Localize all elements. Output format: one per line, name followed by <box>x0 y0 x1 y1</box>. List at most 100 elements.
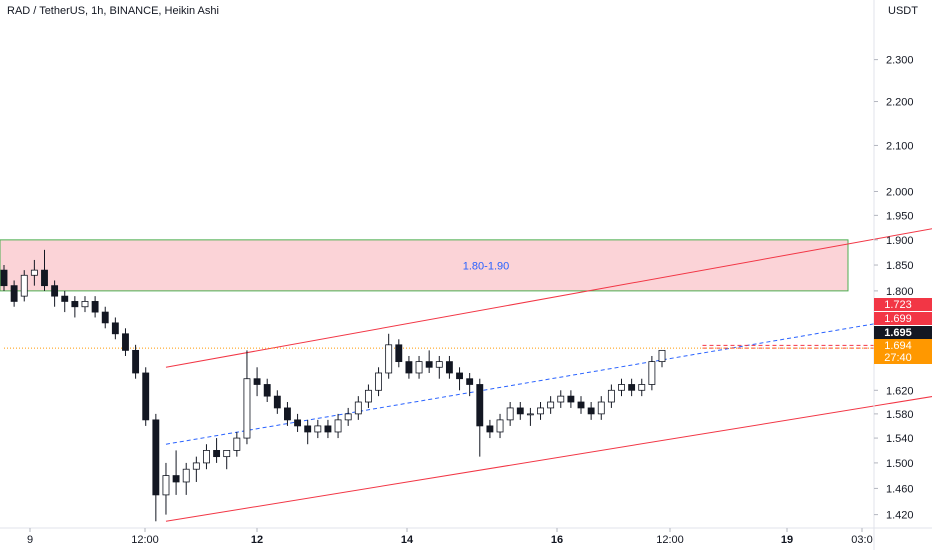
candle-body <box>395 344 403 363</box>
candle-body <box>466 378 474 385</box>
price-label: 1.694 <box>884 340 912 352</box>
y-tick-label: 1.800 <box>886 286 914 298</box>
candle-body <box>71 301 79 308</box>
candle-body <box>223 450 231 458</box>
candle-body <box>577 401 585 409</box>
y-tick-label: 1.580 <box>886 409 914 421</box>
price-label: 1.699 <box>884 313 912 325</box>
candle-body <box>648 361 656 385</box>
candle-body <box>142 372 150 421</box>
candle-body <box>597 401 605 415</box>
candle-body <box>253 378 261 385</box>
price-label-bg <box>874 326 932 339</box>
candle-body <box>405 361 413 374</box>
candle-body <box>111 322 119 335</box>
y-tick-label: 1.950 <box>886 210 914 222</box>
candle-body <box>607 389 615 403</box>
price-label-bg <box>874 351 932 364</box>
candle-body <box>172 475 180 483</box>
candle-body <box>91 301 99 313</box>
x-tick-label: 12 <box>251 534 263 546</box>
y-tick-label: 1.500 <box>886 458 914 470</box>
y-tick-label: 1.460 <box>886 483 914 495</box>
x-tick-label: 19 <box>781 534 793 546</box>
zone-label: 1.80-1.90 <box>463 260 509 272</box>
candle-body <box>30 269 38 276</box>
candle-body <box>415 361 423 374</box>
x-tick-label: 03:0 <box>851 534 872 546</box>
candle-body <box>476 384 484 427</box>
candle-body <box>294 419 302 427</box>
y-tick-label: 1.620 <box>886 385 914 397</box>
trendline-1[interactable] <box>165 384 932 522</box>
x-tick-label: 9 <box>27 534 33 546</box>
candle-body <box>628 384 636 391</box>
y-tick-label: 2.100 <box>886 140 914 152</box>
candle-body <box>20 274 28 297</box>
y-tick-label: 2.000 <box>886 186 914 198</box>
y-tick-label: 2.200 <box>886 97 914 109</box>
candle-body <box>41 269 48 287</box>
candle-body <box>456 372 463 380</box>
price-label: 27:40 <box>884 352 912 364</box>
candle-body <box>445 361 453 374</box>
resistance-zone[interactable] <box>0 239 849 292</box>
candle-body <box>233 437 241 451</box>
x-tick-label: 16 <box>551 534 563 546</box>
price-label-bg <box>874 312 932 325</box>
candle-body <box>61 295 69 302</box>
candle-body <box>638 384 646 391</box>
chart-title: RAD / TetherUS, 1h, BINANCE, Heikin Ashi <box>7 5 219 17</box>
candle-body <box>385 344 393 374</box>
candle-body <box>425 361 433 368</box>
y-tick-label: 2.300 <box>886 55 914 67</box>
candle-body <box>364 389 372 403</box>
candle-body <box>203 450 210 464</box>
x-tick-label: 12:00 <box>131 534 159 546</box>
candle-body <box>334 419 342 433</box>
candle-body <box>122 333 129 351</box>
candle-body <box>132 349 140 374</box>
candle-body <box>506 407 514 421</box>
price-label: 1.695 <box>884 327 912 339</box>
candle-body <box>526 413 534 416</box>
candle-body <box>375 372 382 391</box>
candle-body <box>435 361 443 368</box>
candle-body <box>344 413 352 421</box>
y-tick-label: 1.850 <box>886 260 914 272</box>
candle-body <box>152 419 160 496</box>
candle-body <box>314 425 322 433</box>
candle-body <box>324 425 332 433</box>
candle-body <box>658 349 666 363</box>
candle-body <box>273 395 281 409</box>
candle-body <box>486 425 494 433</box>
candle-body <box>547 401 555 409</box>
trendline-2[interactable] <box>165 301 932 445</box>
price-label-bg <box>874 298 932 311</box>
candle-body <box>182 468 190 483</box>
candle-body <box>354 401 362 415</box>
y-tick-label: 1.540 <box>886 433 914 445</box>
candle-body <box>537 407 544 415</box>
candle-body <box>51 285 59 297</box>
candle-body <box>10 285 18 302</box>
candle-body <box>284 407 291 421</box>
price-axis-unit: USDT <box>888 5 918 17</box>
candle-body <box>162 475 170 496</box>
candle-body <box>101 311 109 324</box>
candle-body <box>587 407 595 415</box>
candle-body <box>557 395 565 403</box>
candle-body <box>263 384 271 397</box>
candle-body <box>0 269 8 287</box>
candle-body <box>516 407 524 415</box>
candle-body <box>567 395 575 403</box>
x-tick-label: 14 <box>401 534 414 546</box>
x-tick-label: 12:00 <box>656 534 684 546</box>
price-label-bg <box>874 339 932 352</box>
trendline-0[interactable] <box>165 215 932 368</box>
candle-body <box>618 384 625 391</box>
candle-body <box>213 450 221 458</box>
candle-body <box>496 419 504 433</box>
